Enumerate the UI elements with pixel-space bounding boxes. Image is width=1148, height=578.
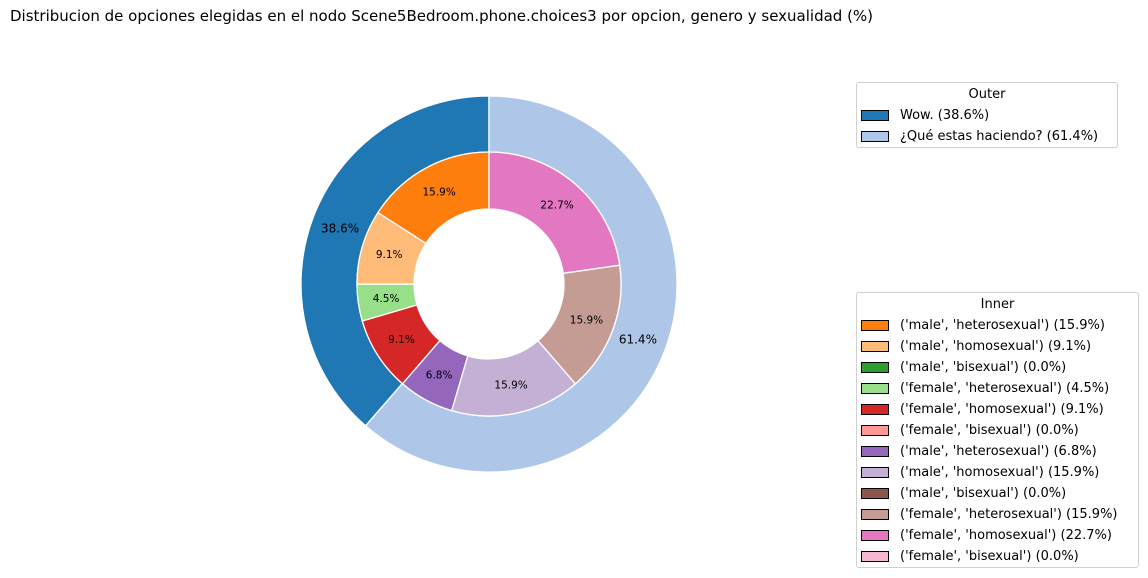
inner-pct-label-3: 4.5% bbox=[373, 293, 400, 305]
inner-legend-label-4: ('female', 'homosexual') (9.1%) bbox=[900, 402, 1104, 417]
inner-legend-label-11: ('female', 'bisexual') (0.0%) bbox=[900, 549, 1079, 564]
inner-legend-label-3: ('female', 'heterosexual') (4.5%) bbox=[900, 381, 1110, 396]
outer-pct-label-0: 38.6% bbox=[321, 221, 359, 235]
inner-legend-item-10: ('female', 'homosexual') (22.7%) bbox=[857, 525, 1138, 546]
inner-pct-label-6: 6.8% bbox=[426, 369, 453, 381]
inner-legend-label-10: ('female', 'homosexual') (22.7%) bbox=[900, 528, 1112, 543]
inner-legend-label-5: ('female', 'bisexual') (0.0%) bbox=[900, 423, 1079, 438]
inner-legend-item-4: ('female', 'homosexual') (9.1%) bbox=[857, 399, 1138, 420]
inner-pct-label-0: 15.9% bbox=[422, 187, 455, 199]
inner-legend-swatch-9 bbox=[861, 509, 889, 520]
inner-legend-swatch-10 bbox=[861, 530, 889, 541]
inner-legend-label-1: ('male', 'homosexual') (9.1%) bbox=[900, 339, 1092, 354]
legend-inner-title: Inner bbox=[980, 297, 1015, 312]
inner-pct-label-10: 22.7% bbox=[540, 199, 573, 211]
inner-legend-swatch-4 bbox=[861, 404, 889, 415]
inner-legend-item-2: ('male', 'bisexual') (0.0%) bbox=[857, 357, 1138, 378]
inner-legend-swatch-8 bbox=[861, 488, 889, 499]
inner-pct-label-1: 9.1% bbox=[376, 249, 403, 261]
outer-legend-label-1: ¿Qué estas haciendo? (61.4%) bbox=[900, 129, 1099, 144]
chart-title: Distribucion de opciones elegidas en el … bbox=[10, 7, 874, 25]
inner-slice-10 bbox=[488, 151, 621, 275]
legend-inner: Inner ('male', 'heterosexual') (15.9%) ('… bbox=[856, 292, 1139, 568]
inner-legend-item-0: ('male', 'heterosexual') (15.9%) bbox=[857, 315, 1138, 336]
outer-legend-swatch-1 bbox=[861, 131, 889, 142]
inner-legend-swatch-2 bbox=[861, 362, 889, 373]
inner-legend-label-6: ('male', 'heterosexual') (6.8%) bbox=[900, 444, 1097, 459]
inner-legend-swatch-6 bbox=[861, 446, 889, 457]
inner-ring bbox=[356, 151, 622, 417]
inner-legend-item-5: ('female', 'bisexual') (0.0%) bbox=[857, 420, 1138, 441]
inner-legend-label-9: ('female', 'heterosexual') (15.9%) bbox=[900, 507, 1118, 522]
inner-pct-label-7: 15.9% bbox=[494, 380, 527, 392]
inner-legend-item-7: ('male', 'homosexual') (15.9%) bbox=[857, 462, 1138, 483]
legend-outer-items: Wow. (38.6%) ¿Qué estas haciendo? (61.4%) bbox=[857, 105, 1117, 147]
inner-legend-swatch-7 bbox=[861, 467, 889, 478]
inner-pct-label-4: 9.1% bbox=[388, 334, 415, 346]
inner-legend-item-8: ('male', 'bisexual') (0.0%) bbox=[857, 483, 1138, 504]
inner-legend-label-2: ('male', 'bisexual') (0.0%) bbox=[900, 360, 1067, 375]
outer-legend-swatch-0 bbox=[861, 110, 889, 121]
inner-legend-item-6: ('male', 'heterosexual') (6.8%) bbox=[857, 441, 1138, 462]
inner-legend-swatch-5 bbox=[861, 425, 889, 436]
inner-legend-swatch-1 bbox=[861, 341, 889, 352]
outer-pct-label-1: 61.4% bbox=[619, 333, 657, 347]
outer-legend-item-1: ¿Qué estas haciendo? (61.4%) bbox=[857, 126, 1117, 147]
inner-legend-swatch-11 bbox=[861, 551, 889, 562]
inner-legend-swatch-3 bbox=[861, 383, 889, 394]
legend-outer-title: Outer bbox=[968, 87, 1006, 102]
inner-legend-item-1: ('male', 'homosexual') (9.1%) bbox=[857, 336, 1138, 357]
outer-legend-item-0: Wow. (38.6%) bbox=[857, 105, 1117, 126]
legend-inner-items: ('male', 'heterosexual') (15.9%) ('male',… bbox=[857, 315, 1138, 567]
inner-legend-item-3: ('female', 'heterosexual') (4.5%) bbox=[857, 378, 1138, 399]
inner-legend-swatch-0 bbox=[861, 320, 889, 331]
legend-outer: Outer Wow. (38.6%) ¿Qué estas haciendo? (… bbox=[856, 82, 1118, 148]
inner-pct-label-9: 15.9% bbox=[570, 314, 603, 326]
inner-legend-item-11: ('female', 'bisexual') (0.0%) bbox=[857, 546, 1138, 567]
inner-legend-label-0: ('male', 'heterosexual') (15.9%) bbox=[900, 318, 1105, 333]
outer-legend-label-0: Wow. (38.6%) bbox=[900, 108, 990, 123]
inner-legend-label-7: ('male', 'homosexual') (15.9%) bbox=[900, 465, 1100, 480]
inner-legend-label-8: ('male', 'bisexual') (0.0%) bbox=[900, 486, 1067, 501]
inner-legend-item-9: ('female', 'heterosexual') (15.9%) bbox=[857, 504, 1138, 525]
percentage-labels: 38.6% 61.4% 15.9% 9.1% 4.5% 9.1% 6.8% 15.9% 15.9… bbox=[321, 187, 657, 392]
